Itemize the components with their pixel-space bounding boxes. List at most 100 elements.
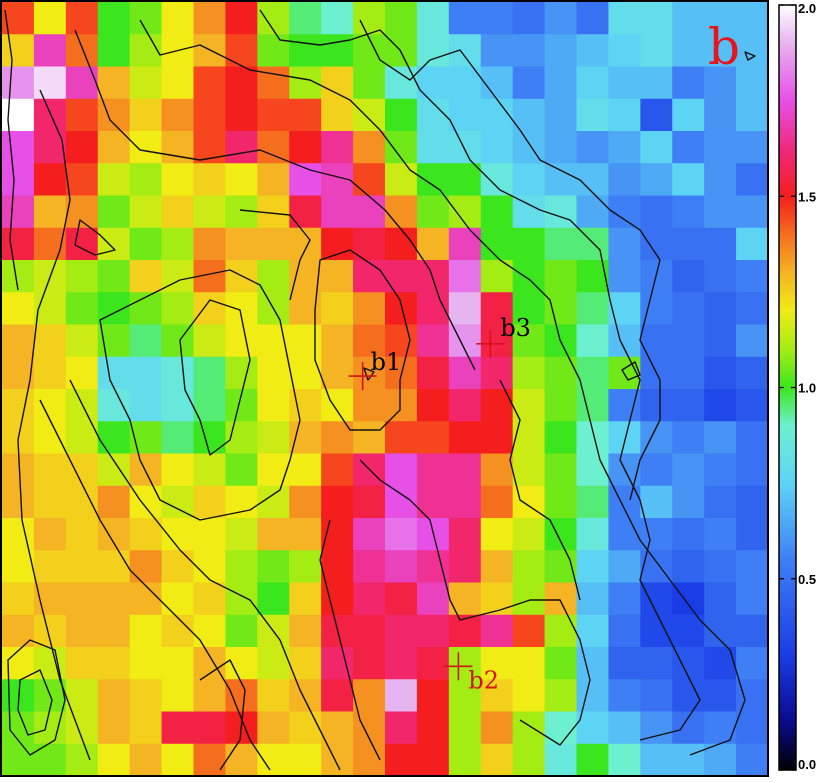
heatmap-cell	[129, 195, 163, 229]
heatmap-cell	[257, 227, 290, 261]
marker-b3: b3	[476, 314, 531, 358]
heatmap-cell	[97, 389, 131, 422]
heatmap-cell	[416, 389, 450, 422]
heatmap-cell	[257, 356, 290, 390]
heatmap-cell	[385, 453, 418, 487]
heatmap-cell	[448, 614, 482, 648]
heatmap-cell	[65, 292, 99, 326]
heatmap-cell	[161, 2, 195, 35]
heatmap-cell	[129, 389, 163, 422]
heatmap-cell	[193, 324, 227, 358]
heatmap-cell	[353, 292, 386, 326]
heatmap-cell	[448, 2, 482, 35]
heatmap-cell	[33, 550, 67, 584]
heatmap-cell	[480, 421, 514, 455]
heatmap-cell	[225, 98, 258, 132]
heatmap-cell	[97, 260, 131, 293]
heatmap-cell	[97, 743, 131, 777]
contour-line	[314, 249, 411, 431]
heatmap-cell	[65, 356, 99, 390]
heatmap-cell	[544, 292, 578, 326]
heatmap-cell	[193, 292, 227, 326]
heatmap-cell	[512, 647, 546, 680]
heatmap-cell	[512, 582, 546, 616]
heatmap-cell	[608, 518, 641, 551]
heatmap-cell	[225, 324, 258, 358]
heatmap-cell	[257, 582, 290, 616]
heatmap-cell	[33, 518, 67, 551]
heatmap-cell	[640, 131, 673, 164]
heatmap-cell	[225, 34, 258, 68]
heatmap-cell	[289, 2, 322, 35]
heatmap-cell	[416, 743, 450, 777]
heatmap-cell	[512, 711, 546, 745]
heatmap-cell	[225, 550, 258, 584]
heatmap-cell	[480, 2, 514, 35]
heatmap-cell	[289, 582, 322, 616]
heatmap-cell	[33, 453, 67, 487]
heatmap-cell	[640, 647, 673, 680]
heatmap-cell	[416, 260, 450, 293]
heatmap-cell	[512, 614, 546, 648]
heatmap-cell	[129, 98, 163, 132]
heatmap-cell	[33, 195, 67, 229]
heatmap-cell	[2, 66, 35, 100]
heatmap-cell	[385, 647, 418, 680]
heatmap-cell	[704, 131, 737, 164]
heatmap-cell	[161, 614, 195, 648]
heatmap-cell	[129, 324, 163, 358]
marker-b1: b1	[348, 348, 401, 391]
contour-line	[239, 209, 311, 301]
heatmap-cell	[608, 614, 641, 648]
heatmap-cell	[321, 227, 354, 261]
heatmap-cell	[640, 2, 673, 35]
contour-line	[359, 459, 591, 746]
heatmap-cell	[704, 292, 737, 326]
heatmap-cell	[385, 195, 418, 229]
heatmap-cell	[193, 356, 227, 390]
heatmap-cell	[640, 711, 673, 745]
heatmap-cell	[576, 163, 610, 197]
heatmap-cell	[736, 485, 769, 519]
heatmap-cell	[161, 453, 195, 487]
heatmap-cell	[544, 227, 578, 261]
heatmap-cell	[576, 324, 610, 358]
heatmap-cell	[576, 356, 610, 390]
heatmap-cell	[480, 98, 514, 132]
heatmap-cell	[640, 163, 673, 197]
heatmap-cell	[608, 743, 641, 777]
heatmap-cell	[736, 679, 769, 713]
heatmap-cell	[608, 389, 641, 422]
heatmap-cell	[129, 647, 163, 680]
heatmap-cell	[736, 647, 769, 680]
heatmap-cell	[544, 679, 578, 713]
heatmap-cell	[161, 389, 195, 422]
heatmap-cell	[161, 195, 195, 229]
heatmap-cell	[97, 421, 131, 455]
heatmap-cell	[736, 711, 769, 745]
heatmap-cell	[33, 421, 67, 455]
heatmap-cell	[289, 260, 322, 293]
heatmap-cell	[544, 389, 578, 422]
heatmap-cell	[33, 131, 67, 164]
heatmap-cell	[736, 260, 769, 293]
heatmap-cell	[353, 389, 386, 422]
heatmap-cell	[704, 518, 737, 551]
heatmap-cell	[289, 421, 322, 455]
heatmap-cell	[480, 163, 514, 197]
heatmap-cell	[672, 582, 705, 616]
contour-line	[259, 9, 701, 741]
contour-line	[17, 669, 53, 736]
heatmap-cell	[512, 292, 546, 326]
heatmap-cell	[97, 195, 131, 229]
heatmap-cell	[161, 582, 195, 616]
heatmap-cell	[353, 163, 386, 197]
panel-label: b	[708, 18, 740, 76]
heatmap-cell	[257, 743, 290, 777]
heatmap-cell	[512, 518, 546, 551]
heatmap-cell	[704, 582, 737, 616]
heatmap-cell	[480, 227, 514, 261]
heatmap-cell	[289, 131, 322, 164]
heatmap-cell	[640, 485, 673, 519]
